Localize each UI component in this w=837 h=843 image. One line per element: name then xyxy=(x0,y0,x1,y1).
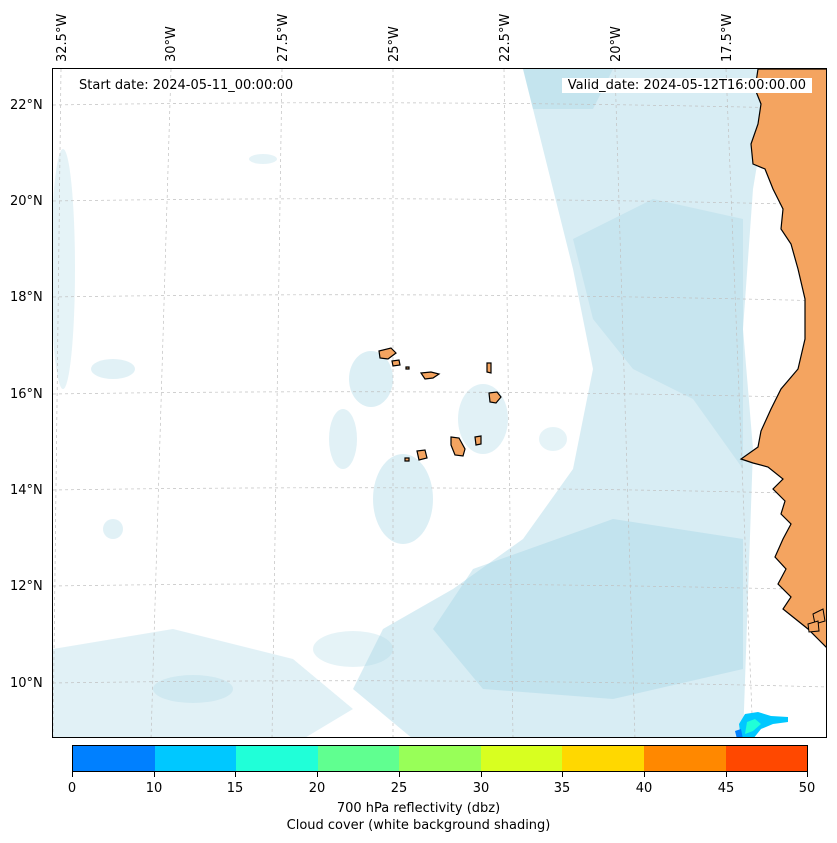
colorbar-label-30: 30 xyxy=(472,781,490,796)
gridline-lat-14n xyxy=(53,487,826,495)
colorbar-tick-30 xyxy=(481,772,482,777)
colorbar-label-35: 35 xyxy=(553,781,571,796)
colorbar-title: 700 hPa reflectivity (dbz) xyxy=(336,801,501,816)
gridline-lon-17-5w xyxy=(725,69,754,737)
island-brava xyxy=(404,457,410,462)
colorbar-segment-25-30 xyxy=(399,746,481,771)
lat-label-10n: 10°N xyxy=(10,676,43,691)
gridline-lon-22-5w xyxy=(503,69,514,737)
gridline-lat-16n xyxy=(53,391,826,399)
cloud-patch-west-2 xyxy=(103,519,123,539)
lat-label-20n: 20°N xyxy=(10,194,43,209)
colorbar-label-20: 20 xyxy=(308,781,326,796)
island-sal xyxy=(486,362,492,374)
echo-15-20 xyxy=(745,719,761,734)
colorbar-segment-0-10 xyxy=(73,746,155,771)
colorbar-tick-15 xyxy=(235,772,236,777)
lat-label-12n: 12°N xyxy=(10,579,43,594)
gridline-lat-12n xyxy=(53,583,826,591)
gridline-lat-22n xyxy=(53,102,826,110)
colorbar xyxy=(72,745,808,772)
lon-label-30w: 30°W xyxy=(164,26,179,62)
cloud-sw-patch xyxy=(53,629,353,737)
cloud-band-east-inner xyxy=(573,199,743,469)
colorbar-segment-45-50 xyxy=(725,746,808,771)
gridline-lon-27-5w xyxy=(271,69,283,737)
colorbar-tick-45 xyxy=(726,772,727,777)
gridline-lon-30w xyxy=(150,69,172,737)
cloud-patch-mid-4 xyxy=(153,675,233,703)
colorbar-segment-40-45 xyxy=(643,746,726,771)
echo-0-10 xyxy=(735,729,743,737)
colorbar-tick-20 xyxy=(317,772,318,777)
colorbar-label-15: 15 xyxy=(226,781,244,796)
land-coast-islands xyxy=(812,608,826,625)
map-panel: Start date: 2024-05-11_00:00:00 Valid_da… xyxy=(52,68,827,738)
colorbar-label-25: 25 xyxy=(390,781,408,796)
island-sao-nicolau xyxy=(419,371,441,380)
lon-label-20w: 20°W xyxy=(609,26,624,62)
gridline-lon-32-5w xyxy=(53,69,62,737)
colorbar-tick-25 xyxy=(399,772,400,777)
lon-label-17-5w: 17.5°W xyxy=(720,13,735,62)
gridline-lon-20w xyxy=(614,69,636,737)
colorbar-segment-15-20 xyxy=(236,746,318,771)
reflectivity-echo xyxy=(735,712,788,737)
lon-label-25w: 25°W xyxy=(387,26,402,62)
island-santo-antao xyxy=(378,347,397,360)
colorbar-label-10: 10 xyxy=(145,781,163,796)
cloud-band-south xyxy=(433,519,743,699)
colorbar-tick-0 xyxy=(72,772,73,777)
lon-label-32-5w: 32.5°W xyxy=(55,13,70,62)
lat-label-18n: 18°N xyxy=(10,290,43,305)
colorbar-segment-30-35 xyxy=(480,746,563,771)
cloud-patch-west-1 xyxy=(91,359,135,379)
lon-label-22-5w: 22.5°W xyxy=(498,13,513,62)
lat-label-22n: 22°N xyxy=(10,98,43,113)
lat-label-16n: 16°N xyxy=(10,387,43,402)
map-canvas xyxy=(53,69,826,737)
cloud-island-wake-3 xyxy=(373,454,433,544)
lon-label-27-5w: 27.5°W xyxy=(276,13,291,62)
land-bissagos-1 xyxy=(807,620,820,633)
cape-verde-islands xyxy=(378,347,502,462)
colorbar-segment-20-25 xyxy=(317,746,400,771)
colorbar-tick-40 xyxy=(644,772,645,777)
cloud-patch-west-3 xyxy=(53,149,75,389)
gridline-lat-20n xyxy=(53,198,826,206)
island-maio xyxy=(474,435,482,446)
colorbar-tick-10 xyxy=(154,772,155,777)
gridline-lat-18n xyxy=(53,294,826,302)
gridlines xyxy=(53,69,826,737)
cloud-patch-mid-2 xyxy=(249,154,277,164)
cloud-island-wake-1 xyxy=(349,351,393,407)
island-santa-luzia xyxy=(405,366,410,370)
colorbar-segment-35-40 xyxy=(562,746,644,771)
cloud-patch-mid-1 xyxy=(313,631,393,667)
lat-label-14n: 14°N xyxy=(10,483,43,498)
colorbar-label-0: 0 xyxy=(67,781,77,796)
cloud-cover-shading xyxy=(53,69,773,737)
cloud-island-wake-4 xyxy=(458,384,508,454)
colorbar-tick-50 xyxy=(807,772,808,777)
valid-date-label: Valid_date: 2024-05-12T16:00:00.00 xyxy=(561,78,812,93)
gridline-lat-10n xyxy=(53,680,826,688)
island-santiago xyxy=(450,436,466,457)
land-west-africa xyxy=(739,69,826,648)
colorbar-segment-10-15 xyxy=(154,746,237,771)
start-date-label: Start date: 2024-05-11_00:00:00 xyxy=(73,78,300,93)
island-sao-vicente xyxy=(391,359,401,367)
echo-10-15 xyxy=(739,712,788,737)
colorbar-label-50: 50 xyxy=(798,781,816,796)
cloud-island-wake-2 xyxy=(329,409,357,469)
cloud-band-east xyxy=(353,69,773,737)
colorbar-label-40: 40 xyxy=(635,781,653,796)
colorbar-subtitle: Cloud cover (white background shading) xyxy=(286,818,551,833)
colorbar-label-45: 45 xyxy=(717,781,735,796)
cloud-patch-mid-3 xyxy=(539,427,567,451)
island-boa-vista xyxy=(488,391,502,404)
colorbar-tick-35 xyxy=(562,772,563,777)
island-fogo xyxy=(416,449,428,461)
